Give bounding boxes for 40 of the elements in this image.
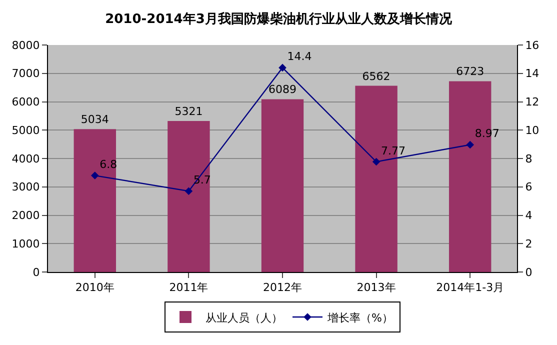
y2-tick-label: 16 — [525, 38, 540, 52]
x-tick-label: 2012年 — [263, 281, 302, 294]
data-label: 6089 — [268, 83, 297, 96]
bar — [168, 121, 210, 272]
x-tick-label: 2011年 — [169, 281, 208, 294]
y-tick-label: 8000 — [12, 38, 40, 52]
data-label: 6562 — [362, 70, 390, 83]
y-tick-label: 0 — [32, 266, 40, 279]
y2-tick-label: 8 — [525, 152, 532, 166]
data-label: 5034 — [80, 113, 109, 126]
point — [278, 64, 286, 72]
y-tick-label: 1000 — [12, 237, 40, 250]
legend-label: 从业人员（人） — [206, 311, 282, 324]
y-tick-label: 4000 — [12, 152, 40, 166]
bar — [74, 129, 116, 272]
x-tick-label: 2014年1-3月 — [436, 281, 504, 294]
y-tick-label: 5000 — [12, 124, 40, 137]
data-label: 5321 — [174, 105, 203, 118]
bar — [261, 99, 304, 272]
point — [91, 172, 99, 180]
point — [372, 158, 380, 166]
point — [466, 140, 474, 149]
x-tick-label: 2010年 — [75, 281, 114, 294]
y-tick-label: 7000 — [12, 67, 40, 80]
y-tick-label: 3000 — [12, 180, 40, 194]
chart-title: 2010-2014年3月我国防爆柴油机行业从业人数及增长情况 — [105, 10, 453, 27]
data-label: 14.4 — [287, 50, 312, 64]
y2-tick-label: 10 — [525, 124, 540, 137]
y2-tick-label: 4 — [525, 209, 532, 222]
x-tick-label: 2013年 — [356, 281, 396, 294]
y2-tick-label: 6 — [525, 180, 532, 194]
y-tick-label: 2000 — [12, 209, 40, 222]
y2-tick-label: 14 — [525, 67, 540, 80]
legend-label: 增长率（%） — [326, 311, 393, 324]
point — [184, 187, 193, 196]
y2-tick-label: 0 — [525, 266, 532, 279]
y-tick-label: 6000 — [12, 96, 40, 109]
y2-tick-label: 2 — [525, 237, 532, 250]
y2-tick-label: 12 — [525, 96, 540, 109]
data-label: 6723 — [456, 65, 484, 78]
